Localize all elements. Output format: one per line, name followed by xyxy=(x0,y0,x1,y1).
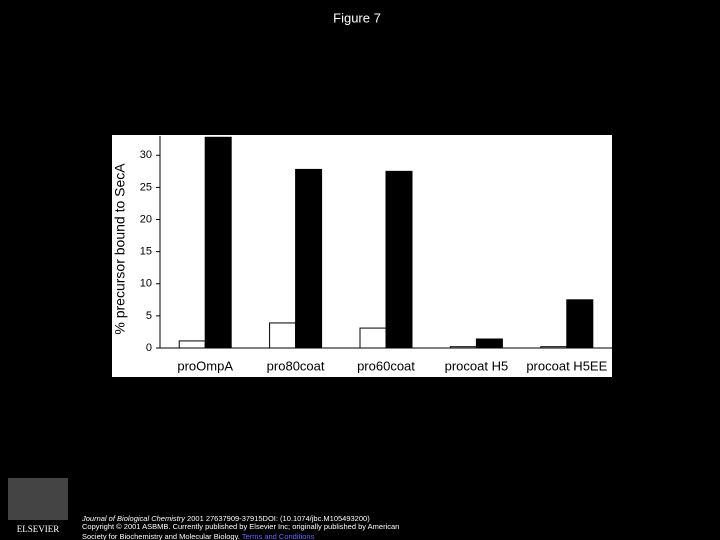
x-tick-label: pro80coat xyxy=(267,358,325,373)
x-tick-label: pro60coat xyxy=(357,358,415,373)
y-tick-label: 15 xyxy=(140,246,152,258)
y-tick-label: 10 xyxy=(140,278,152,290)
y-tick-label: 0 xyxy=(146,342,152,354)
y-tick-label: 20 xyxy=(140,213,152,225)
y-tick-label: 30 xyxy=(140,149,152,161)
logo-image xyxy=(8,478,68,520)
x-tick-label: procoat H5 xyxy=(445,358,509,373)
bar xyxy=(295,168,323,349)
bar xyxy=(204,136,232,349)
terms-link[interactable]: Terms and Conditions xyxy=(241,532,315,540)
y-tick-label: 25 xyxy=(140,181,152,193)
copyright-cont: Society for Biochemistry and Molecular B… xyxy=(82,532,314,540)
journal: Journal of Biological Chemistry xyxy=(82,514,185,523)
bar xyxy=(475,338,503,349)
copyright: Copyright © 2001 ASBMB. Currently publis… xyxy=(82,522,400,531)
bar xyxy=(385,170,413,349)
slide-title: Figure 7 xyxy=(333,10,381,25)
bar xyxy=(449,346,477,349)
citation-text: 2001 27637909-37915DOI: (10.1074/jbc.M10… xyxy=(184,514,370,523)
bar xyxy=(178,340,206,349)
logo-text: ELSEVIER xyxy=(17,524,60,534)
bar xyxy=(359,327,387,349)
bar xyxy=(566,299,594,349)
x-tick-label: proOmpA xyxy=(177,358,233,373)
bar xyxy=(540,346,568,349)
bar xyxy=(269,322,297,349)
copyright-cont-text: Society for Biochemistry and Molecular B… xyxy=(82,532,240,540)
x-tick-label: procoat H5EE xyxy=(526,358,607,373)
y-tick-label: 5 xyxy=(146,310,152,322)
y-axis-label: % precursor bound to SecA xyxy=(112,163,128,335)
citation: Journal of Biological Chemistry 2001 276… xyxy=(82,514,370,523)
